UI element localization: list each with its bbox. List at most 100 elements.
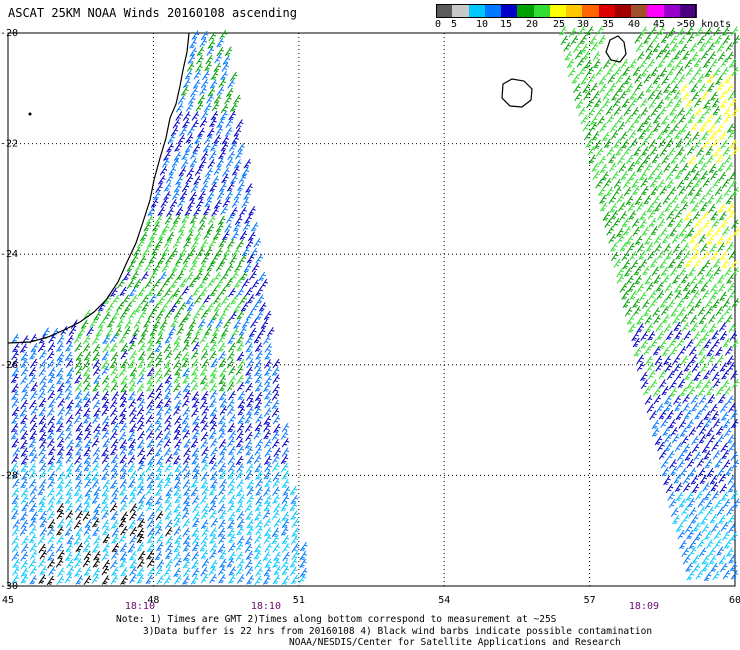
wind-barb — [164, 334, 173, 344]
wind-barb — [732, 35, 740, 45]
wind-barb — [670, 114, 679, 124]
wind-barb — [217, 342, 226, 352]
wind-barb — [127, 454, 136, 465]
wind-barb — [658, 379, 667, 389]
wind-barb — [218, 78, 226, 88]
wind-barb — [206, 223, 215, 234]
wind-barb — [271, 407, 280, 418]
wind-barb — [263, 575, 271, 585]
wind-barb — [682, 282, 691, 292]
wind-barb — [174, 462, 182, 473]
wind-barb — [727, 483, 736, 493]
wind-barb — [654, 355, 663, 366]
wind-barb — [156, 287, 164, 297]
wind-barb — [175, 111, 183, 121]
wind-barb — [186, 62, 195, 72]
wind-barb — [178, 223, 186, 233]
wind-barb — [157, 326, 166, 336]
wind-barb — [147, 334, 155, 344]
wind-barb — [138, 351, 146, 361]
wind-barb — [246, 310, 254, 321]
wind-barb — [101, 365, 110, 376]
wind-barb — [646, 242, 654, 252]
wind-barb — [130, 254, 139, 264]
wind-barb — [138, 367, 146, 377]
wind-barb — [592, 170, 601, 181]
wind-barb — [683, 362, 692, 372]
wind-barb — [196, 46, 205, 56]
wind-barb — [672, 354, 681, 365]
wind-barb — [686, 458, 695, 469]
wind-barb — [215, 319, 223, 329]
wind-barb — [696, 458, 705, 468]
wind-barb — [710, 210, 718, 221]
wind-barb — [668, 186, 677, 196]
wind-barb — [47, 478, 55, 489]
wind-barb — [264, 398, 272, 409]
wind-barb — [217, 455, 226, 465]
wind-barb — [665, 290, 674, 301]
wind-barb — [665, 330, 674, 341]
wind-barb — [37, 535, 46, 545]
wind-barb — [182, 501, 191, 512]
wind-barb — [280, 430, 289, 440]
wind-barb — [699, 162, 707, 173]
wind-barb — [64, 390, 73, 400]
wind-barb — [729, 97, 737, 108]
wind-barb — [217, 215, 226, 226]
wind-barb — [670, 154, 679, 165]
wind-barb — [690, 475, 699, 485]
wind-barb — [235, 470, 244, 480]
wind-barb — [174, 350, 182, 361]
wind-barb — [654, 435, 663, 446]
wind-barb — [700, 243, 708, 253]
wind-barb — [228, 287, 236, 298]
wind-barb — [174, 575, 182, 585]
wind-barb — [39, 382, 47, 393]
wind-barb — [700, 50, 709, 61]
wind-barb — [145, 215, 154, 225]
wind-barb — [84, 518, 93, 529]
wind-barb — [83, 398, 92, 408]
wind-barb — [679, 154, 687, 164]
wind-barb — [634, 275, 642, 285]
wind-barb — [682, 555, 691, 565]
x-tick-label: 60 — [729, 595, 740, 606]
wind-barb — [670, 83, 679, 94]
wind-barb — [83, 351, 92, 361]
wind-barb — [243, 190, 251, 201]
wind-barb — [185, 101, 194, 112]
wind-barb — [638, 129, 647, 140]
wind-barb — [195, 63, 203, 73]
wind-barb — [89, 318, 98, 328]
wind-barb — [710, 170, 718, 181]
wind-barb — [144, 279, 153, 289]
wind-barb — [660, 459, 669, 469]
wind-barb — [645, 50, 654, 60]
wind-barb — [38, 397, 47, 408]
wind-barb — [729, 331, 738, 341]
wind-barb — [658, 106, 667, 117]
wind-barb — [210, 478, 218, 489]
wind-barb — [155, 382, 164, 393]
wind-barb — [156, 559, 165, 569]
wind-barb — [200, 239, 208, 249]
wind-barb — [694, 66, 703, 77]
wind-barb — [39, 462, 47, 473]
wind-barb — [685, 98, 693, 109]
wind-barb — [648, 217, 657, 228]
wind-barb — [228, 375, 237, 385]
wind-barb — [690, 83, 698, 93]
wind-barb — [263, 335, 271, 345]
wind-barb — [213, 302, 222, 312]
wind-barb — [645, 322, 654, 333]
wind-barb — [724, 305, 732, 316]
wind-barb — [672, 274, 680, 285]
wind-barb — [263, 415, 272, 426]
wind-barb — [658, 450, 667, 460]
wind-barb — [644, 395, 653, 405]
wind-barb — [136, 567, 145, 577]
wind-barb — [182, 551, 191, 562]
wind-barb — [182, 575, 190, 585]
wind-barb — [609, 162, 617, 172]
